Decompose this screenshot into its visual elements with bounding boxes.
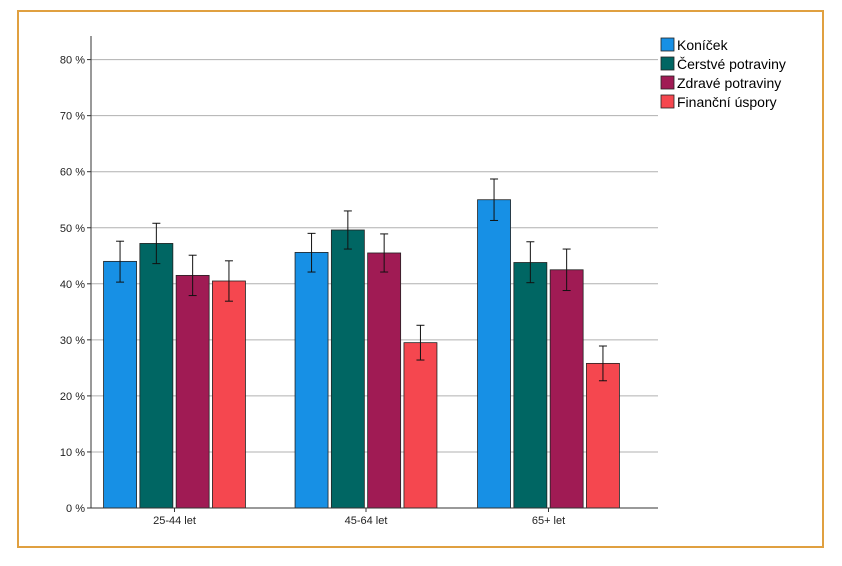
y-tick-label: 70 % <box>60 111 85 123</box>
legend-label: Zdravé potraviny <box>677 75 781 91</box>
x-tick-label: 25-44 let <box>153 515 196 527</box>
bar <box>403 342 438 509</box>
x-tick-label: 45-64 let <box>345 515 388 527</box>
legend-swatch <box>660 94 675 109</box>
bar <box>330 229 365 509</box>
y-tick-label: 0 % <box>66 503 85 515</box>
legend-label: Čerstvé potraviny <box>677 56 786 72</box>
bar <box>477 199 511 509</box>
bar <box>294 252 329 509</box>
y-tick-label: 40 % <box>60 279 85 291</box>
legend-label: Koníček <box>677 37 729 53</box>
error-bars <box>116 178 607 382</box>
legend: Koníček Čerstvé potraviny Zdravé potraviny… <box>660 37 786 110</box>
y-tick-label: 30 % <box>60 335 85 347</box>
x-tick-labels: 25-44 let 45-64 let 65+ let <box>153 515 565 527</box>
bar <box>513 262 548 509</box>
bar <box>175 274 210 509</box>
y-tick-label: 10 % <box>60 447 85 459</box>
bar <box>212 280 246 509</box>
legend-swatch <box>660 37 675 52</box>
x-tick-label: 65+ let <box>532 515 565 527</box>
bar <box>549 269 584 509</box>
bar <box>367 252 402 509</box>
bar <box>586 362 620 509</box>
legend-swatch <box>660 75 675 90</box>
legend-label: Finanční úspory <box>677 94 777 110</box>
bar <box>103 260 137 509</box>
y-tick-labels: 0 % 10 % 20 % 30 % 40 % 50 % 60 % 70 % 80 % <box>60 55 85 515</box>
bar <box>139 243 174 509</box>
y-tick-label: 50 % <box>60 223 85 235</box>
y-tick-label: 80 % <box>60 55 85 67</box>
y-tick-label: 20 % <box>60 391 85 403</box>
axes <box>87 36 658 512</box>
bars <box>103 199 620 509</box>
legend-swatch <box>660 56 675 71</box>
y-tick-label: 60 % <box>60 167 85 179</box>
